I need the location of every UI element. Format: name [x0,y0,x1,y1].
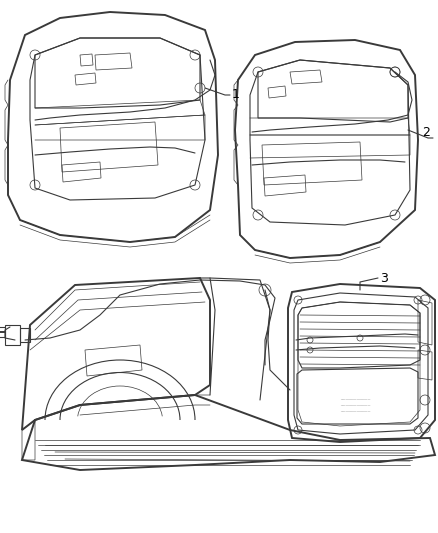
Text: ___________: ___________ [340,395,370,400]
Text: ___________: ___________ [340,408,370,413]
Text: 1: 1 [232,88,240,101]
Text: 3: 3 [380,271,388,285]
Text: ___________: ___________ [340,401,370,407]
Text: 2: 2 [422,126,430,140]
